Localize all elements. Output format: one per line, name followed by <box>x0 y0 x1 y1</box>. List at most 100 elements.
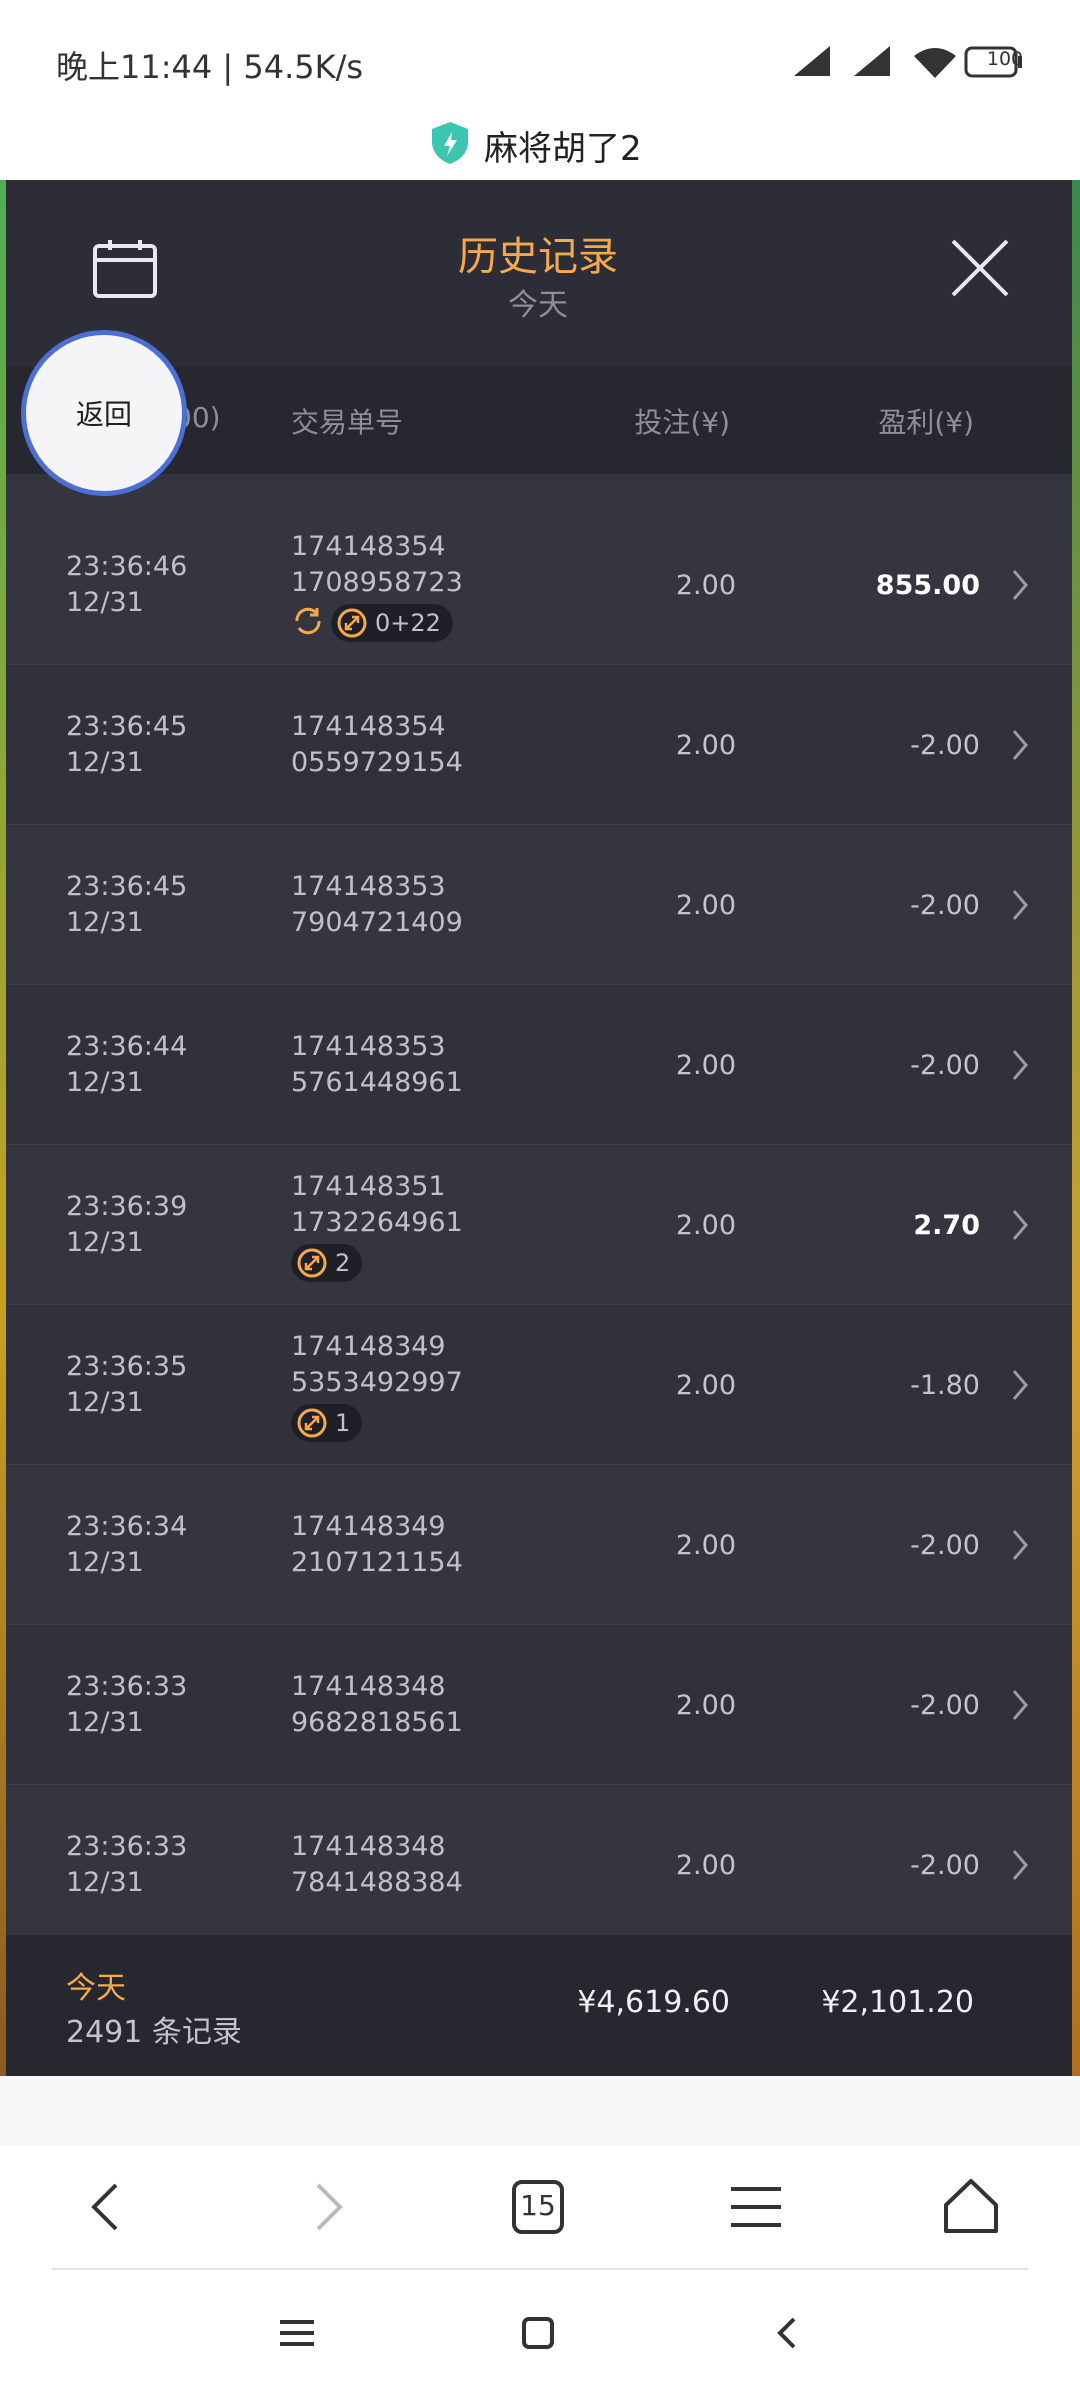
order-number: 2107121154 <box>291 1547 463 1578</box>
record-row[interactable]: 23:36:44 12/31 174148353 5761448961 2.00 -2.0… <box>6 985 1072 1145</box>
record-row[interactable]: 23:36:45 12/31 174148354 0559729154 2.00 -2.0… <box>6 665 1072 825</box>
chevron <box>1012 890 1028 920</box>
back-button[interactable]: 返回 <box>21 330 187 496</box>
record-row[interactable]: 23:36:45 12/31 174148353 7904721409 2.00 -2.0… <box>6 825 1072 985</box>
order-number: 1708958723 <box>291 566 463 598</box>
order-number: 0559729154 <box>291 747 463 778</box>
browser-bar: 15 <box>0 2145 1080 2400</box>
multiplier-icon <box>297 1408 327 1437</box>
multiplier-icon <box>337 608 367 637</box>
order-number: 174148353 <box>291 871 446 902</box>
edge <box>1072 180 1080 2076</box>
tab-count[interactable]: 15 <box>520 2189 556 2222</box>
order-number: 174148348 <box>291 1831 446 1862</box>
header: 历史记录 今天 <box>6 180 1072 360</box>
refresh-icon <box>295 607 321 635</box>
order-number: 9682818561 <box>291 1707 463 1738</box>
time: 23:36:45 <box>66 711 188 742</box>
badge: 0+22 <box>331 603 453 642</box>
profit: 2.70 <box>913 1209 980 1241</box>
time: 23:36:34 <box>66 1511 188 1542</box>
badge: 1 <box>291 1403 363 1442</box>
bet: 2.00 <box>675 1209 736 1241</box>
date: 12/31 <box>66 1067 144 1098</box>
time-cell: 23:36:35 12/31 <box>66 1305 187 1465</box>
order-number: 5353492997 <box>291 1366 463 1398</box>
order-number: 7904721409 <box>291 907 463 938</box>
order-cell: 174148349 5353492997 1 <box>291 1305 463 1465</box>
chevron <box>1012 1850 1028 1880</box>
order-number: 7841488384 <box>291 1867 463 1898</box>
date: 12/31 <box>66 907 144 938</box>
bet: 2.00 <box>675 1529 736 1561</box>
calendar-icon[interactable] <box>92 238 158 300</box>
bet: 2.00 <box>675 569 736 601</box>
record-row[interactable]: 23:36:33 12/31 174148348 9682818561 2.00 -2.0… <box>6 1625 1072 1785</box>
chevron <box>1012 1530 1028 1560</box>
column-label: 盈利(¥) <box>878 406 974 439</box>
order-cell: 174148348 9682818561 <box>291 1625 463 1785</box>
profit: -2.00 <box>910 1049 980 1081</box>
date: 12/31 <box>66 1547 144 1578</box>
column-label: 投注(¥) <box>634 406 730 439</box>
bet: 2.00 <box>675 1849 736 1881</box>
order-number: 174148349 <box>291 1330 446 1362</box>
status-text: 晚上11:44 | 54.5K/s <box>56 48 364 86</box>
battery: 100 <box>986 48 1024 70</box>
record-row[interactable]: 23:36:39 12/31 174148351 1732264961 2 2.00 2.7… <box>6 1145 1072 1305</box>
order-cell: 174148354 1708958723 0+22 <box>291 505 463 665</box>
record-row[interactable]: 23:36:34 12/31 174148349 2107121154 2.00 -2.0… <box>6 1465 1072 1625</box>
time-cell: 23:36:44 12/31 <box>66 985 187 1145</box>
bet: 2.00 <box>675 729 736 761</box>
time: 23:36:44 <box>66 1031 188 1062</box>
order-cell: 174148348 7841488384 <box>291 1785 463 1945</box>
date: 12/31 <box>66 1387 144 1418</box>
chevron <box>1012 1210 1028 1240</box>
record-row[interactable]: 23:36:46 12/31 174148354 1708958723 0+22 2.00… <box>6 505 1072 665</box>
profit: -2.00 <box>910 1849 980 1881</box>
profit: -2.00 <box>910 889 980 921</box>
badge: 2 <box>291 1243 363 1282</box>
footer: 今天 2491 条记录 ¥4,619.60 ¥2,101.20 <box>6 1935 1072 2076</box>
bet: 2.00 <box>675 1369 736 1401</box>
bet: 2.00 <box>675 1049 736 1081</box>
bet: 2.00 <box>675 1689 736 1721</box>
time-cell: 23:36:45 12/31 <box>66 665 187 825</box>
order-cell: 174148349 2107121154 <box>291 1465 463 1625</box>
time-cell: 23:36:46 12/31 <box>66 505 187 665</box>
multiplier-icon <box>297 1248 327 1277</box>
total-bet: ¥4,619.60 <box>577 1985 730 2020</box>
order-number: 5761448961 <box>291 1067 463 1098</box>
column-label: 交易单号 <box>291 406 404 439</box>
badge-text: 2 <box>335 1248 351 1277</box>
order-number: 1732264961 <box>291 1206 463 1238</box>
badge-line: 2 <box>291 1241 463 1282</box>
record-row[interactable]: 23:36:33 12/31 174148348 7841488384 2.00 -2.0… <box>6 1785 1072 1945</box>
badge-line: 0+22 <box>291 601 463 642</box>
time-cell: 23:36:39 12/31 <box>66 1145 187 1305</box>
order-cell: 174148354 0559729154 <box>291 665 463 825</box>
history-panel: 历史记录 今天 00) 交易单号 投注(¥) 盈利(¥) 23:36:46 12/… <box>6 180 1072 2076</box>
badge-text: 0+22 <box>375 608 441 637</box>
time-cell: 23:36:45 12/31 <box>66 825 187 985</box>
bet: 2.00 <box>675 889 736 921</box>
record-row[interactable]: 23:36:35 12/31 174148349 5353492997 1 2.00 -1.… <box>6 1305 1072 1465</box>
profit: -1.80 <box>910 1369 980 1401</box>
chevron <box>1012 570 1028 600</box>
order-number: 174148351 <box>291 1170 446 1202</box>
date: 12/31 <box>66 1707 144 1738</box>
browser-icons <box>52 2179 1028 2349</box>
close-button[interactable] <box>950 238 1010 298</box>
status-area: 晚上11:44 | 54.5K/s 100 麻将胡了2 <box>0 0 1080 180</box>
spacer <box>6 474 1072 505</box>
order-cell: 174148353 7904721409 <box>291 825 463 985</box>
record-count: 2491 条记录 <box>66 2015 242 2050</box>
order-cell: 174148351 1732264961 2 <box>291 1145 463 1305</box>
time: 23:36:33 <box>66 1671 188 1702</box>
time-cell: 23:36:33 12/31 <box>66 1625 187 1785</box>
chevron <box>1012 1690 1028 1720</box>
shield-icon <box>432 122 468 164</box>
profit: -2.00 <box>910 729 980 761</box>
time: 23:36:35 <box>66 1351 188 1382</box>
